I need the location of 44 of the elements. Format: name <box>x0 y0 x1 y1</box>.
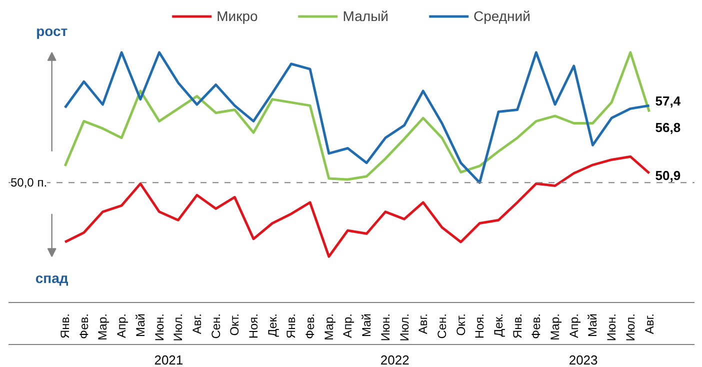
x-tick-label: Май <box>133 313 148 338</box>
x-tick-label: Апр. <box>340 313 355 338</box>
data-label: 50,9 <box>655 168 681 184</box>
text: рост <box>36 23 68 40</box>
x-tick-label: Июн. <box>152 313 166 342</box>
x-tick-label: Мар. <box>548 314 562 340</box>
x-tick-label: Апр. <box>114 313 129 338</box>
x-tick-label: Фев. <box>76 313 91 340</box>
text: 2023 <box>568 352 598 367</box>
x-tick-label: Июл. <box>397 313 412 342</box>
legend-label: Малый <box>342 8 388 24</box>
x-tick-label: Фев. <box>303 313 318 340</box>
x-tick-label: Май <box>586 313 600 338</box>
text: 2021 <box>154 352 184 367</box>
x-tick-label: Май <box>360 313 374 338</box>
x-tick-label: Апр. <box>566 313 581 338</box>
x-tick-label: Янв. <box>284 313 298 338</box>
x-tick-label: Фев. <box>529 313 544 340</box>
data-label: 57,4 <box>655 94 682 109</box>
x-tick-label: Июл. <box>623 313 638 342</box>
x-tick-label: Янв. <box>510 313 524 338</box>
x-tick-label: Дек. <box>492 313 506 337</box>
x-tick-label: Мар. <box>322 314 336 340</box>
x-tick-label: Июн. <box>378 313 392 342</box>
x-tick-label: Июн. <box>604 313 619 342</box>
legend-label: Микро <box>216 8 258 24</box>
x-tick-label: Сен. <box>208 313 223 339</box>
ref-line-label: 50,0 п. <box>10 176 48 190</box>
x-tick-label: Сен. <box>434 313 449 339</box>
legend-label: Средний <box>473 8 530 24</box>
x-tick-label: Окт. <box>454 314 468 336</box>
x-tick-label: Июл. <box>171 313 186 342</box>
x-tick-label: Авг. <box>642 314 656 334</box>
x-tick-label: Дек. <box>265 313 280 337</box>
x-tick-label: Ноя. <box>246 314 260 339</box>
x-tick-label: Окт. <box>228 314 242 336</box>
x-tick-label: Янв. <box>58 313 72 338</box>
x-tick-label: Ноя. <box>472 314 487 339</box>
x-tick-label: Авг. <box>190 314 204 334</box>
text: спад <box>35 270 68 286</box>
data-label: 56,8 <box>655 120 681 135</box>
x-tick-label: Мар. <box>96 314 110 340</box>
text: 2022 <box>380 352 410 367</box>
x-tick-label: Авг. <box>416 314 430 334</box>
